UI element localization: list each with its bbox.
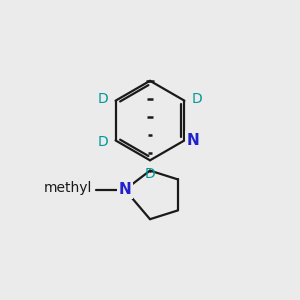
Text: N: N bbox=[118, 182, 131, 197]
Text: D: D bbox=[191, 92, 202, 106]
Text: D: D bbox=[98, 92, 109, 106]
Text: D: D bbox=[145, 167, 155, 182]
Text: N: N bbox=[186, 133, 199, 148]
Text: methyl: methyl bbox=[44, 181, 93, 195]
Text: D: D bbox=[98, 135, 109, 149]
